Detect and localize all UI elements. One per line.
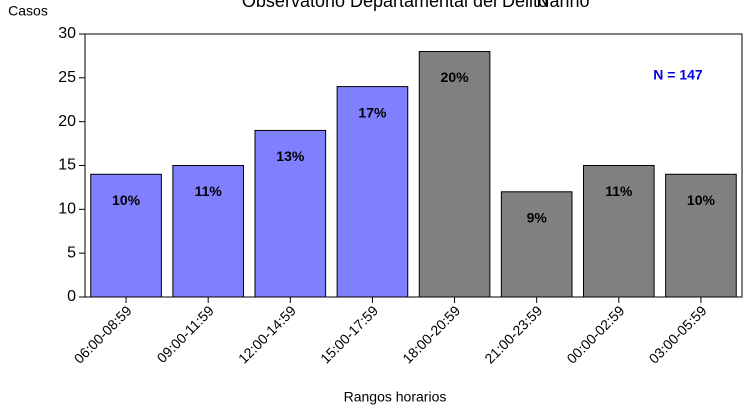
bar-label: 10% bbox=[687, 192, 716, 208]
bar-label: 11% bbox=[195, 183, 223, 199]
bar bbox=[418, 51, 491, 298]
x-tick-label: 03:00-05:59 bbox=[646, 302, 710, 366]
x-tick-label: 12:00-14:59 bbox=[235, 302, 299, 366]
bar-label: 9% bbox=[527, 210, 548, 226]
y-tick-label: 20 bbox=[58, 113, 76, 130]
x-tick-label: 18:00-20:59 bbox=[399, 302, 463, 366]
y-tick-label: 25 bbox=[58, 69, 76, 86]
chart-title: Observatorio Departamental del Delito bbox=[242, 0, 548, 11]
bar bbox=[665, 173, 737, 298]
bar-label: 11% bbox=[605, 183, 633, 199]
x-tick-label: 06:00-08:59 bbox=[71, 302, 135, 366]
annotation: N = 147 bbox=[653, 67, 703, 83]
bar-label: 20% bbox=[441, 69, 470, 85]
bar-label: 17% bbox=[358, 104, 387, 120]
y-tick-label: 15 bbox=[58, 157, 76, 174]
bar-label: 13% bbox=[276, 148, 305, 164]
bar bbox=[500, 191, 573, 298]
y-tick-label: 30 bbox=[58, 25, 76, 42]
x-axis-label: Rangos horarios bbox=[344, 389, 447, 405]
bar bbox=[582, 165, 655, 298]
bar bbox=[254, 129, 327, 298]
bar bbox=[172, 165, 245, 298]
y-tick-label: 0 bbox=[67, 288, 76, 305]
bar-label: 10% bbox=[112, 192, 141, 208]
y-tick-label: 5 bbox=[67, 244, 76, 261]
bar bbox=[336, 86, 409, 298]
x-tick-label: 09:00-11:59 bbox=[153, 302, 217, 366]
x-tick-label: 21:00-23:59 bbox=[481, 302, 545, 366]
chart-subtitle: Nariño bbox=[536, 0, 589, 11]
x-tick-label: 00:00-02:59 bbox=[563, 302, 627, 366]
x-tick-label: 15:00-17:59 bbox=[317, 302, 381, 366]
y-axis-label: Casos bbox=[8, 3, 48, 19]
y-tick-label: 10 bbox=[58, 201, 76, 218]
